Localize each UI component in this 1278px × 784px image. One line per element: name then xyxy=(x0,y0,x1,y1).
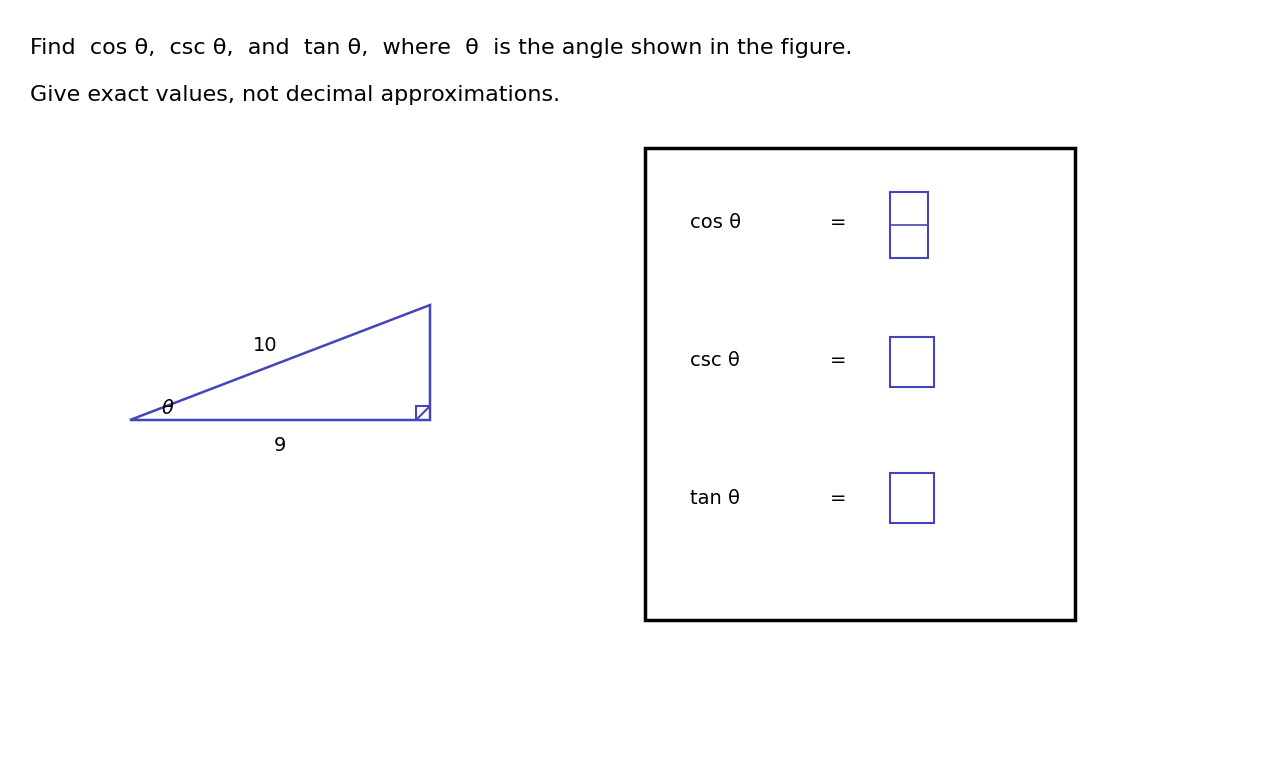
Text: =: = xyxy=(829,350,846,369)
Bar xyxy=(889,192,928,258)
Text: =: = xyxy=(829,488,846,507)
Text: Find  cos θ,  csc θ,  and  tan θ,  where  θ  is the angle shown in the figure.: Find cos θ, csc θ, and tan θ, where θ is… xyxy=(29,38,852,58)
Text: Give exact values, not decimal approximations.: Give exact values, not decimal approxima… xyxy=(29,85,560,105)
Bar xyxy=(889,473,934,523)
Text: =: = xyxy=(829,212,846,231)
Text: θ: θ xyxy=(162,398,174,418)
Text: csc θ: csc θ xyxy=(690,350,740,369)
Text: tan θ: tan θ xyxy=(690,488,740,507)
Text: cos θ: cos θ xyxy=(690,212,741,231)
Text: 9: 9 xyxy=(273,435,286,455)
Text: 10: 10 xyxy=(253,336,277,354)
Bar xyxy=(889,337,934,387)
Bar xyxy=(645,148,1075,620)
